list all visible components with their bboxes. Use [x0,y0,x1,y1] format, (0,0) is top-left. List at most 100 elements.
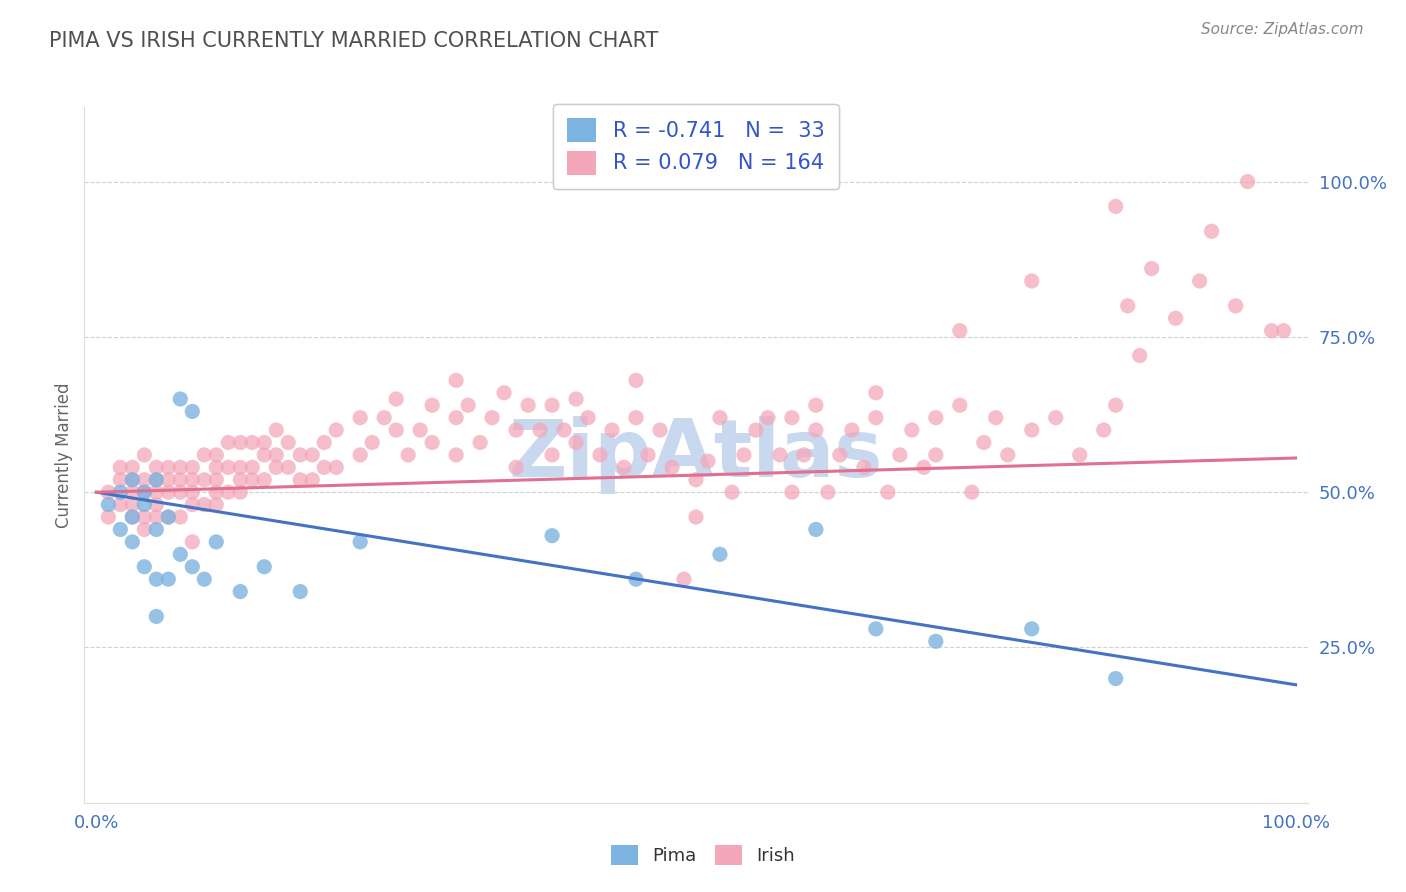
Point [121,460,143,475]
Point [169,547,191,561]
Point [301,448,323,462]
Point [121,473,143,487]
Point [637,448,659,462]
Point [110,473,132,487]
Point [793,448,815,462]
Point [420,435,443,450]
Point [193,473,215,487]
Point [145,572,167,586]
Point [240,460,263,475]
Point [110,498,132,512]
Point [468,435,491,450]
Point [385,423,408,437]
Point [756,410,779,425]
Point [181,485,204,500]
Point [1164,311,1187,326]
Point [697,454,720,468]
Point [217,460,239,475]
Point [217,435,239,450]
Point [181,559,204,574]
Point [709,410,731,425]
Point [97,498,120,512]
Point [110,523,132,537]
Point [949,398,972,412]
Point [1045,410,1067,425]
Point [1105,398,1128,412]
Point [876,485,898,500]
Point [134,485,156,500]
Point [169,473,191,487]
Point [576,410,599,425]
Point [205,460,228,475]
Point [264,460,287,475]
Point [181,498,204,512]
Point [733,448,755,462]
Point [349,410,371,425]
Point [349,534,371,549]
Point [889,448,911,462]
Point [1021,274,1043,288]
Point [865,410,887,425]
Point [420,398,443,412]
Point [134,510,156,524]
Point [134,523,156,537]
Point [121,510,143,524]
Point [229,485,252,500]
Point [134,559,156,574]
Point [672,572,695,586]
Y-axis label: Currently Married: Currently Married [55,382,73,528]
Point [745,423,768,437]
Point [541,448,564,462]
Point [685,510,707,524]
Point [325,460,347,475]
Point [925,634,948,648]
Point [253,559,276,574]
Point [134,485,156,500]
Point [145,473,167,487]
Point [865,385,887,400]
Point [205,498,228,512]
Point [901,423,924,437]
Point [277,435,299,450]
Point [541,529,564,543]
Point [685,473,707,487]
Point [181,460,204,475]
Point [97,510,120,524]
Point [661,460,683,475]
Point [253,473,276,487]
Point [1105,199,1128,213]
Point [852,460,875,475]
Point [193,572,215,586]
Point [444,410,467,425]
Point [229,435,252,450]
Point [624,373,647,387]
Point [169,510,191,524]
Point [1260,324,1282,338]
Point [912,460,935,475]
Point [121,534,143,549]
Point [157,510,180,524]
Point [240,435,263,450]
Point [264,448,287,462]
Point [205,485,228,500]
Point [624,410,647,425]
Point [613,460,636,475]
Point [217,485,239,500]
Point [1140,261,1163,276]
Point [229,473,252,487]
Point [444,448,467,462]
Point [169,392,191,406]
Point [181,473,204,487]
Point [157,572,180,586]
Point [804,523,827,537]
Point [925,410,948,425]
Point [157,473,180,487]
Point [396,448,419,462]
Point [1188,274,1211,288]
Point [134,498,156,512]
Point [409,423,432,437]
Point [253,435,276,450]
Point [169,460,191,475]
Point [949,324,972,338]
Point [997,448,1019,462]
